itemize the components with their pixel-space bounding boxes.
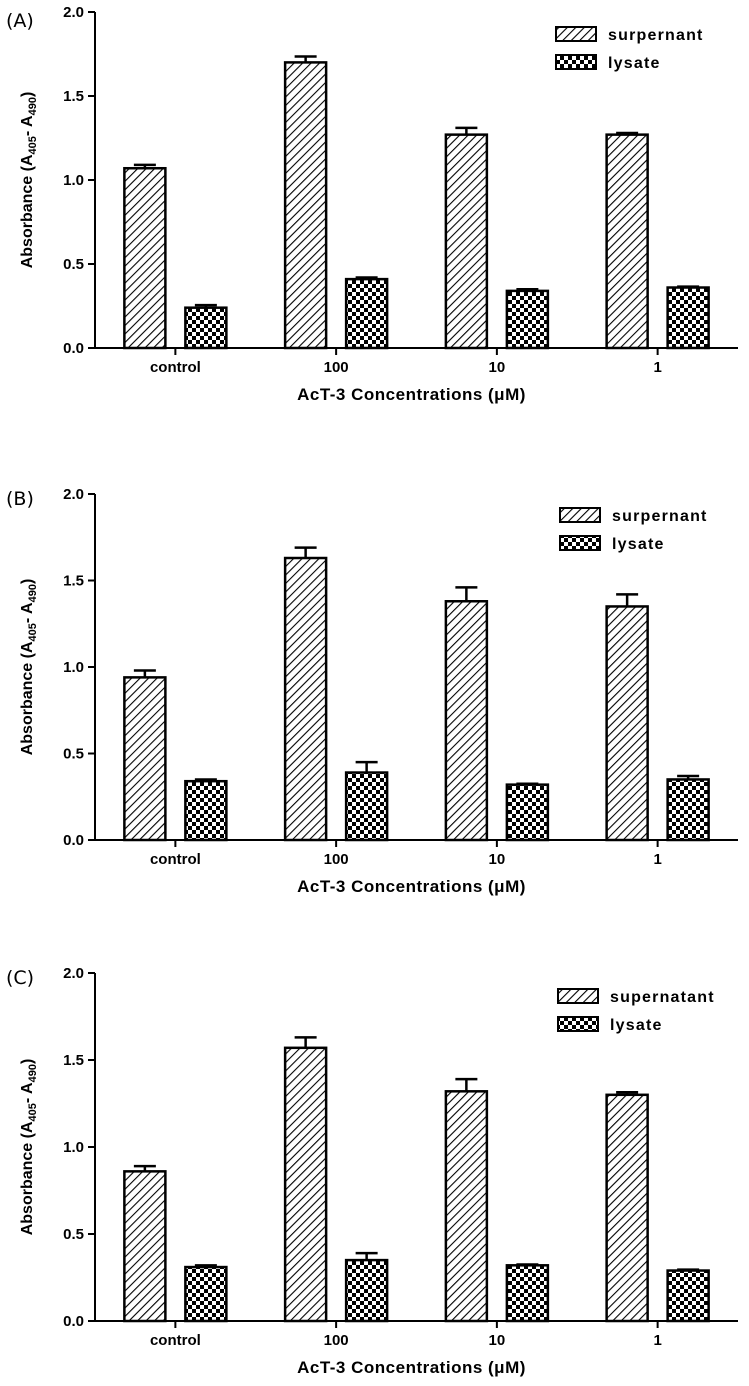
bar-chart-a: 0.0 0.5 1.0 1.5 2.0 control 100 10 1 AcT-3 Concen… [19,4,738,404]
x-tick-label: 10 [489,359,506,376]
legend-swatch-checker [557,1016,599,1032]
y-tick-label: 1.5 [63,88,84,105]
x-axis-label: AcT-3 Concentrations (μM) [297,1358,526,1377]
y-tick-label: 1.5 [63,573,84,590]
x-tick-label: 1 [653,851,661,868]
x-tick-label: 10 [489,1332,506,1349]
y-tick-label: 0.5 [63,256,84,273]
y-axis-label-part: ) [19,92,36,97]
bar-checker [666,778,710,842]
bar-checker [184,779,228,842]
x-tick-label: 1 [653,1332,661,1349]
y-axis-label: Absorbance (A405- A490) [19,92,39,269]
y-axis-label: Absorbance (A405- A490) [19,579,39,756]
y-tick-label: 0.5 [63,746,84,763]
bar-diagonal-hatch [283,61,328,350]
legend-label: supernatant [610,989,715,1006]
bar-checker [505,289,550,350]
bar-checker [184,306,228,350]
bar-diagonal-hatch [444,133,489,350]
y-tick-label: 0.0 [63,340,84,357]
bar-checker [666,286,710,350]
y-axis-label-part: - A [19,1082,36,1103]
bar-diagonal-hatch [605,605,649,842]
y-axis-label-part: 405 [27,1103,39,1121]
y-axis-label-part: ) [19,579,36,584]
y-axis-label-part: ) [19,1059,36,1064]
bar-diagonal-hatch [605,1093,649,1323]
y-axis-label: Absorbance (A405- A490) [19,1059,39,1236]
y-axis-label-part: 405 [27,136,39,154]
x-tick-label: control [150,359,201,376]
y-tick-label: 1.5 [63,1052,84,1069]
legend-label: lysate [610,1017,663,1034]
y-axis-label-part: 490 [27,1064,39,1082]
x-axis-label: AcT-3 Concentrations (μM) [297,385,526,404]
y-tick-label: 2.0 [63,4,84,21]
y-axis-label-part: 490 [27,584,39,602]
bar-diagonal-hatch [605,133,649,350]
y-tick-label: 0.0 [63,1313,84,1330]
y-axis-label-part: - A [19,602,36,623]
bar-checker [344,771,389,842]
y-tick-label: 0.0 [63,832,84,849]
bar-diagonal-hatch [123,676,167,842]
bar-diagonal-hatch [123,166,167,350]
bar-checker [505,1264,550,1323]
x-tick-label: 100 [324,1332,349,1349]
y-axis-label-part: - A [19,115,36,136]
legend-swatch-diagonal-hatch [555,26,597,42]
y-axis-label-part: Absorbance (A [19,154,36,268]
x-tick-label: 100 [324,851,349,868]
chart-panel-a: (A) 0.0 0.5 1.0 1.5 2.0 control 100 10 1 AcT-3 Co… [0,0,749,420]
bar-diagonal-hatch [123,1170,167,1323]
bar-diagonal-hatch [283,1046,328,1323]
bar-diagonal-hatch [444,600,489,842]
y-tick-label: 1.0 [63,659,84,676]
x-tick-label: 1 [653,359,661,376]
x-axis-label: AcT-3 Concentrations (μM) [297,877,526,896]
bar-checker [344,277,389,350]
legend-label: surpernant [608,27,704,44]
legend-label: lysate [612,536,665,553]
bar-checker [505,783,550,842]
x-tick-label: control [150,1332,201,1349]
bar-chart-c: 0.0 0.5 1.0 1.5 2.0 control 100 10 1 AcT-3 Concen… [19,965,738,1377]
y-tick-label: 2.0 [63,965,84,982]
legend-swatch-diagonal-hatch [557,988,599,1004]
panel-label-b: (B) [6,488,34,510]
chart-panel-b: (B) 0.0 0.5 1.0 1.5 2.0 control 100 10 1 AcT-3 Co… [0,478,749,898]
chart-panel-c: (C) 0.0 0.5 1.0 1.5 2.0 control 100 10 1 AcT-3 Co… [0,957,749,1381]
bar-diagonal-hatch [444,1090,489,1323]
panel-label-c: (C) [6,967,35,989]
legend-label: surpernant [612,508,708,525]
bar-diagonal-hatch [283,556,328,842]
panel-label-a: (A) [6,10,34,32]
legend-swatch-diagonal-hatch [559,507,601,523]
y-axis-label-part: 405 [27,623,39,641]
y-tick-label: 2.0 [63,486,84,503]
y-axis-label-part: 490 [27,97,39,115]
legend-label: lysate [608,55,661,72]
legend-swatch-checker [559,535,601,551]
x-tick-label: control [150,851,201,868]
bar-chart-b: 0.0 0.5 1.0 1.5 2.0 control 100 10 1 AcT-3 Concen… [19,486,738,896]
y-axis-label-part: Absorbance (A [19,641,36,755]
legend-swatch-checker [555,54,597,70]
bar-checker [184,1265,228,1323]
y-tick-label: 1.0 [63,172,84,189]
bar-checker [666,1269,710,1323]
y-tick-label: 0.5 [63,1226,84,1243]
x-tick-label: 10 [489,851,506,868]
bar-checker [344,1258,389,1323]
y-tick-label: 1.0 [63,1139,84,1156]
y-axis-label-part: Absorbance (A [19,1121,36,1235]
x-tick-label: 100 [324,359,349,376]
